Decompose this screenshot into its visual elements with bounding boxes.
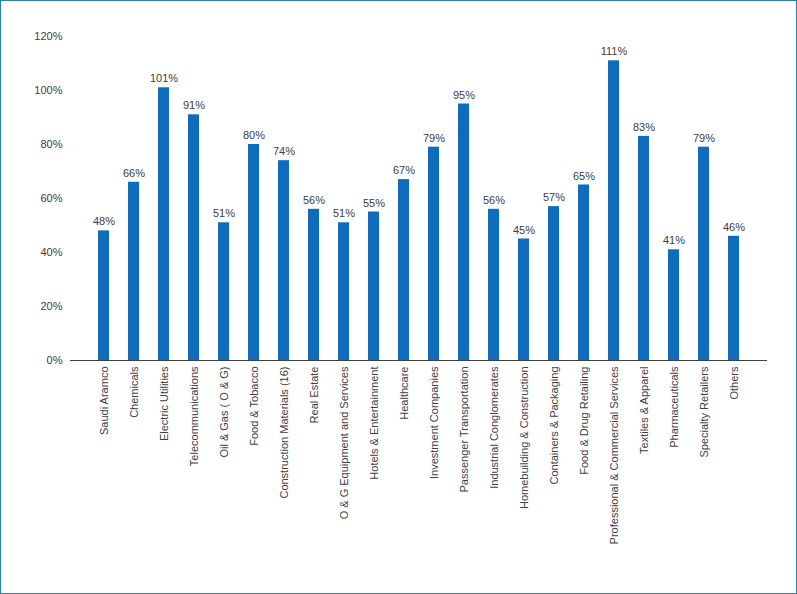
svg-text:100%: 100% (34, 84, 62, 96)
svg-text:Real Estate: Real Estate (308, 367, 320, 424)
svg-text:79%: 79% (423, 132, 445, 144)
svg-text:Industrial Conglomerates: Industrial Conglomerates (488, 366, 500, 489)
svg-text:101%: 101% (150, 72, 178, 84)
svg-text:Investment Companies: Investment Companies (428, 366, 440, 479)
svg-text:46%: 46% (723, 221, 745, 233)
svg-text:83%: 83% (633, 121, 655, 133)
svg-text:Chemicals: Chemicals (128, 366, 140, 418)
svg-text:55%: 55% (363, 197, 385, 209)
svg-text:Food & Tobacco: Food & Tobacco (248, 367, 260, 446)
svg-text:Electric Utilities: Electric Utilities (158, 366, 170, 441)
svg-text:48%: 48% (93, 215, 115, 227)
svg-text:20%: 20% (40, 300, 62, 312)
svg-text:60%: 60% (40, 192, 62, 204)
svg-text:51%: 51% (333, 207, 355, 219)
svg-text:41%: 41% (663, 234, 685, 246)
svg-text:67%: 67% (393, 164, 415, 176)
svg-text:65%: 65% (573, 170, 595, 182)
svg-text:79%: 79% (693, 132, 715, 144)
svg-text:Oil & Gas ( O & G): Oil & Gas ( O & G) (218, 367, 230, 458)
svg-text:Containers & Packaging: Containers & Packaging (548, 367, 560, 485)
svg-text:91%: 91% (183, 99, 205, 111)
svg-text:Hotels & Entertainment: Hotels & Entertainment (368, 367, 380, 480)
svg-text:40%: 40% (40, 246, 62, 258)
svg-text:Construction Materials (16): Construction Materials (16) (278, 367, 290, 499)
svg-text:51%: 51% (213, 207, 235, 219)
svg-text:Healthcare: Healthcare (398, 367, 410, 420)
svg-text:Telecommunications: Telecommunications (188, 366, 200, 466)
svg-text:95%: 95% (453, 89, 475, 101)
svg-text:Saudi Aramco: Saudi Aramco (98, 367, 110, 435)
svg-text:Homebuilding & Construction: Homebuilding & Construction (518, 367, 530, 509)
svg-text:111%: 111% (601, 45, 628, 57)
svg-text:80%: 80% (40, 138, 62, 150)
svg-text:Specialty Retailers: Specialty Retailers (698, 366, 710, 458)
svg-text:Professional & Commercial Serv: Professional & Commercial Services (608, 366, 620, 544)
svg-text:Textiles & Apparel: Textiles & Apparel (638, 367, 650, 454)
svg-text:120%: 120% (34, 30, 62, 42)
svg-text:Others: Others (728, 366, 740, 400)
svg-text:Pharmaceuticals: Pharmaceuticals (668, 366, 680, 448)
svg-text:O & G Equipment and Services: O & G Equipment and Services (338, 366, 350, 519)
svg-text:74%: 74% (273, 145, 295, 157)
svg-text:56%: 56% (483, 194, 505, 206)
svg-text:80%: 80% (243, 129, 265, 141)
svg-text:Passenger Transportation: Passenger Transportation (458, 367, 470, 493)
svg-text:56%: 56% (303, 194, 325, 206)
svg-text:66%: 66% (123, 167, 145, 179)
svg-text:45%: 45% (513, 224, 535, 236)
svg-text:0%: 0% (47, 354, 63, 366)
svg-text:57%: 57% (543, 191, 565, 203)
svg-text:Food & Drug Retailing: Food & Drug Retailing (578, 367, 590, 475)
